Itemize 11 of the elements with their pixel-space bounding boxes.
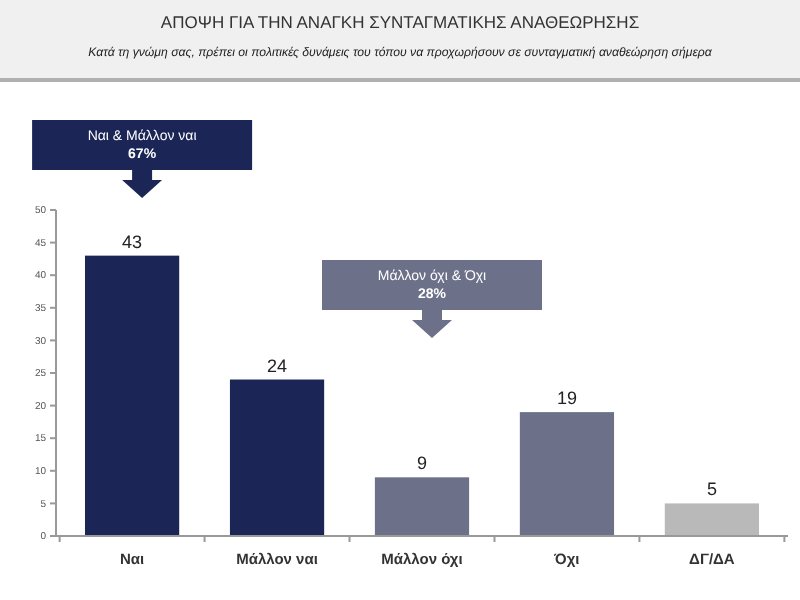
data-label: 19 [556,388,577,409]
bar [84,255,180,536]
data-label: 43 [122,231,143,252]
bar [519,412,615,536]
data-label: 24 [267,355,288,376]
data-label: 9 [416,453,428,474]
bar [664,503,760,536]
data-label: 5 [706,479,717,500]
bar [229,379,325,536]
chart-title: ΑΠΟΨΗ ΓΙΑ ΤΗΝ ΑΝΑΓΚΗ ΣΥΝΤΑΓΜΑΤΙΚΗΣ ΑΝΑΘΕΩΡΗΣΗΣ [160,12,640,32]
bar [374,477,470,536]
